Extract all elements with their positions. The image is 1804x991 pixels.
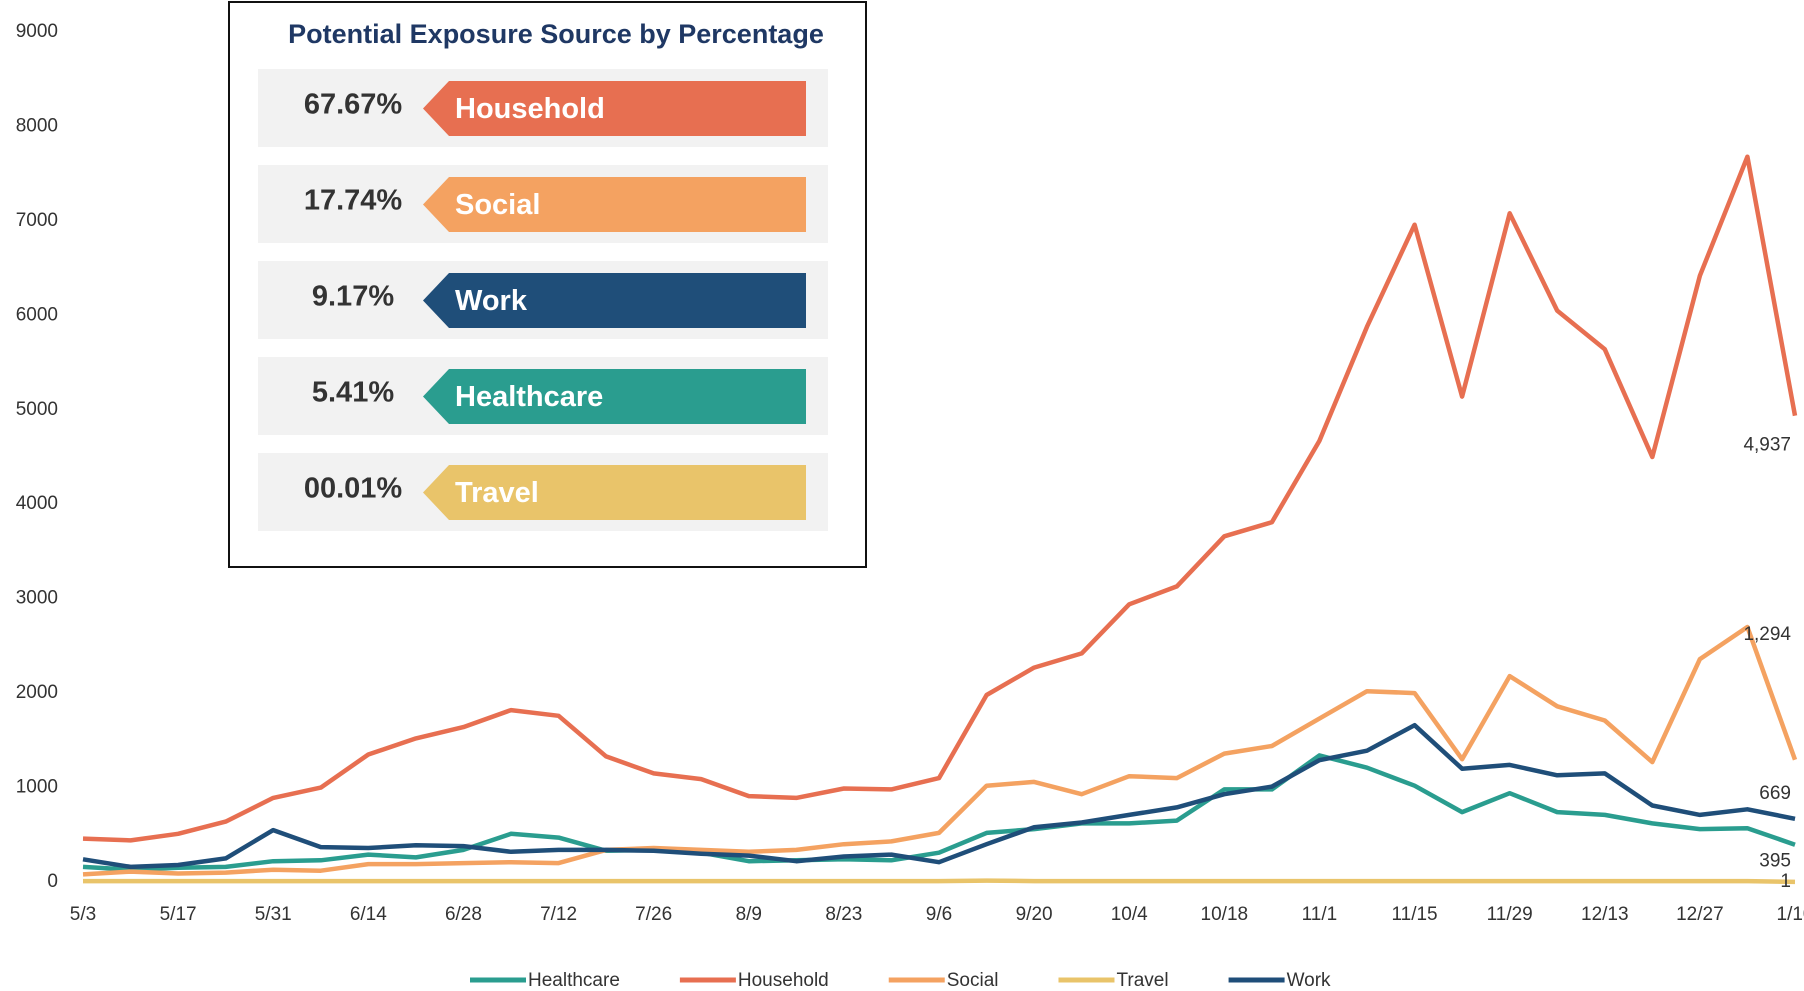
x-tick-label: 9/20 (1016, 904, 1053, 925)
inset-tag-label: Household (455, 93, 605, 125)
inset-percent: 00.01% (304, 473, 403, 505)
inset-percent: 17.74% (304, 185, 403, 217)
x-tick-label: 10/4 (1111, 904, 1148, 925)
legend-label: Household (738, 970, 829, 991)
inset-tag-label: Work (455, 285, 528, 317)
y-tick-label: 3000 (16, 588, 58, 609)
inset-tag-label: Healthcare (455, 381, 603, 413)
x-tick-label: 5/17 (160, 904, 197, 925)
value-label: 395 (1759, 851, 1791, 872)
inset-tag (423, 273, 806, 328)
inset-tag-label: Social (455, 189, 540, 221)
x-tick-label: 1/10 (1777, 904, 1804, 925)
x-tick-label: 11/1 (1302, 904, 1338, 925)
series-line (82, 753, 1796, 872)
inset-tag (423, 81, 806, 136)
x-tick-label: 11/29 (1487, 904, 1533, 925)
inset-title: Potential Exposure Source by Percentage (288, 19, 824, 49)
inset-percent: 9.17% (312, 281, 394, 313)
y-tick-label: 0 (47, 871, 58, 892)
inset-tag (423, 465, 806, 520)
x-tick-label: 9/6 (926, 904, 952, 925)
x-tick-label: 6/28 (445, 904, 482, 925)
x-tick-label: 11/15 (1391, 904, 1437, 925)
legend-label: Social (947, 970, 999, 991)
inset-percent: 67.67% (304, 89, 403, 121)
x-tick-label: 12/27 (1676, 904, 1724, 925)
legend-label: Travel (1116, 970, 1168, 991)
value-label: 1 (1780, 871, 1791, 892)
x-tick-label: 6/14 (350, 904, 387, 925)
series-line (82, 154, 1798, 843)
y-tick-label: 9000 (16, 21, 58, 42)
inset-tag-label: Travel (455, 477, 539, 509)
x-tick-label: 10/18 (1201, 904, 1249, 925)
y-tick-label: 8000 (16, 115, 58, 136)
series-line (82, 722, 1796, 870)
value-label: 4,937 (1743, 435, 1791, 456)
x-tick-label: 8/23 (825, 904, 862, 925)
inset-tag (423, 177, 806, 232)
inset-percent: 5.41% (312, 377, 394, 409)
x-tick-label: 5/31 (255, 904, 292, 925)
inset-tag (423, 369, 806, 424)
y-tick-label: 5000 (16, 399, 58, 420)
legend-label: Healthcare (528, 970, 620, 991)
x-tick-label: 7/26 (635, 904, 672, 925)
y-tick-label: 4000 (16, 493, 58, 514)
y-tick-label: 1000 (16, 777, 58, 798)
value-label: 669 (1759, 783, 1791, 804)
y-tick-label: 2000 (16, 682, 58, 703)
y-tick-label: 6000 (16, 304, 58, 325)
series-line (83, 878, 1796, 885)
series-line (82, 624, 1798, 877)
y-tick-label: 7000 (16, 210, 58, 231)
x-tick-label: 8/9 (736, 904, 762, 925)
legend-label: Work (1287, 970, 1331, 991)
x-tick-label: 5/3 (70, 904, 96, 925)
x-tick-label: 7/12 (540, 904, 577, 925)
x-tick-label: 12/13 (1581, 904, 1629, 925)
value-label: 1,294 (1743, 624, 1791, 645)
